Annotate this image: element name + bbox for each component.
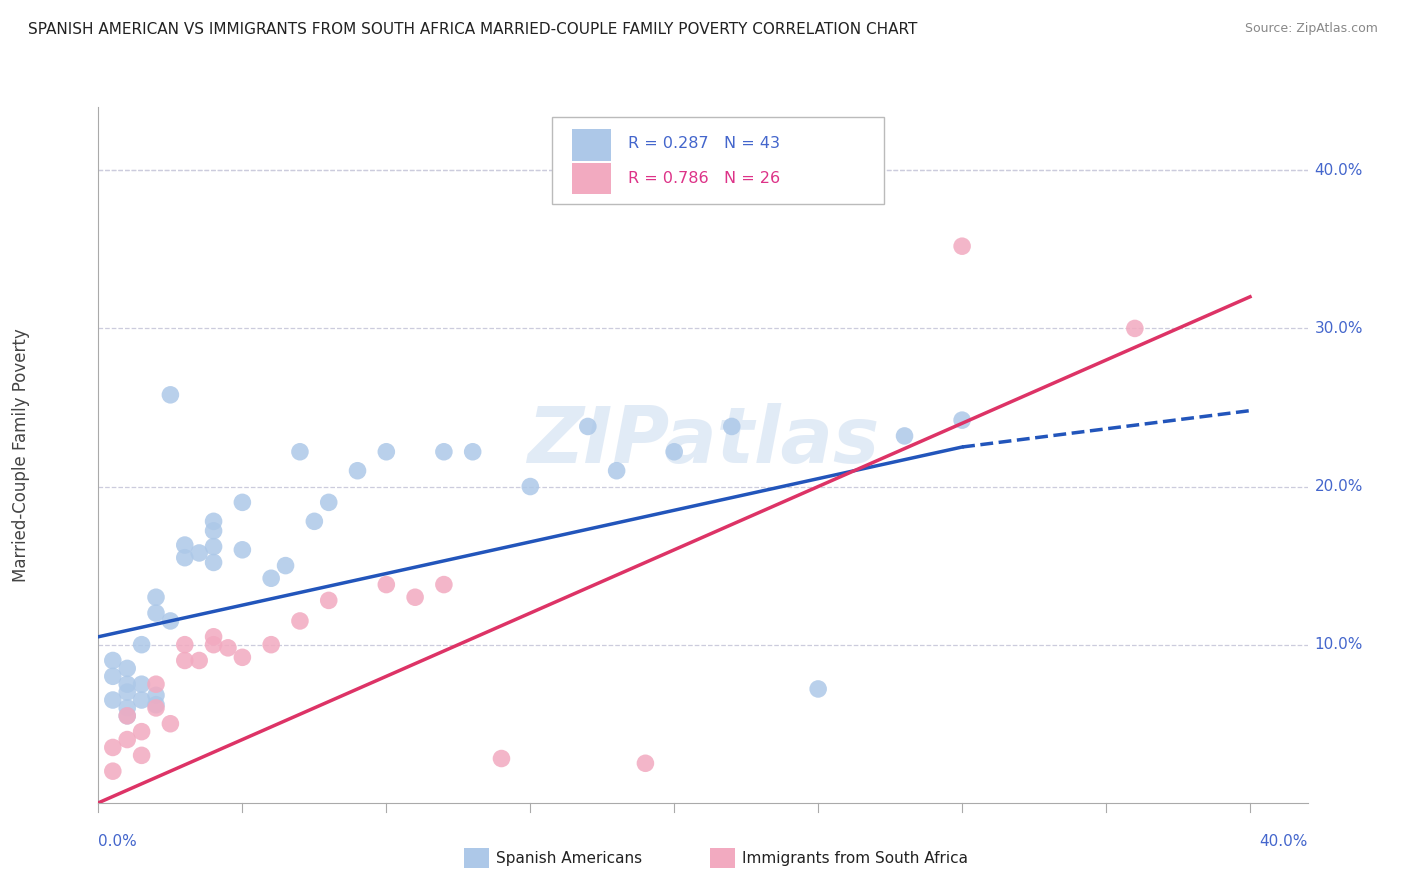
Point [115, 661, 138, 675]
Point [115, 732, 138, 747]
Text: 40.0%: 40.0% [1315, 163, 1362, 178]
Point [304, 514, 326, 528]
Point [433, 444, 456, 458]
Point [101, 764, 124, 779]
Point [202, 514, 225, 528]
Point [173, 538, 195, 552]
Text: R = 0.287   N = 43: R = 0.287 N = 43 [628, 136, 780, 152]
Point [202, 638, 225, 652]
Text: 30.0%: 30.0% [1315, 321, 1362, 336]
Point [634, 756, 657, 771]
Point [145, 677, 167, 691]
Point [145, 698, 167, 712]
Text: Source: ZipAtlas.com: Source: ZipAtlas.com [1244, 22, 1378, 36]
Point [461, 444, 484, 458]
Point [576, 419, 599, 434]
Point [260, 571, 283, 585]
Point [131, 677, 153, 691]
Point [893, 429, 915, 443]
Text: Spanish Americans: Spanish Americans [496, 851, 643, 865]
Point [519, 479, 541, 493]
Point [664, 444, 686, 458]
Point [131, 638, 153, 652]
Point [231, 542, 253, 557]
Point [375, 444, 398, 458]
Text: 40.0%: 40.0% [1260, 834, 1308, 849]
Point [159, 388, 181, 402]
Point [101, 693, 124, 707]
Point [101, 653, 124, 667]
Point [288, 444, 311, 458]
Text: 10.0%: 10.0% [1315, 637, 1362, 652]
Text: Married-Couple Family Poverty: Married-Couple Family Poverty [13, 328, 30, 582]
Text: SPANISH AMERICAN VS IMMIGRANTS FROM SOUTH AFRICA MARRIED-COUPLE FAMILY POVERTY C: SPANISH AMERICAN VS IMMIGRANTS FROM SOUT… [28, 22, 918, 37]
Point [145, 591, 167, 605]
Point [318, 593, 340, 607]
Point [231, 495, 253, 509]
Point [346, 464, 368, 478]
Point [188, 653, 211, 667]
Point [131, 724, 153, 739]
Point [274, 558, 297, 573]
Point [145, 606, 167, 620]
Point [159, 614, 181, 628]
Point [115, 677, 138, 691]
Point [404, 591, 426, 605]
Point [202, 630, 225, 644]
Point [950, 239, 973, 253]
Point [115, 701, 138, 715]
Point [260, 638, 283, 652]
Point [288, 614, 311, 628]
Point [115, 708, 138, 723]
Bar [572, 162, 612, 194]
Point [101, 740, 124, 755]
Point [950, 413, 973, 427]
Point [231, 650, 253, 665]
Point [131, 693, 153, 707]
Point [173, 638, 195, 652]
Point [217, 640, 239, 655]
Point [188, 546, 211, 560]
Point [159, 716, 181, 731]
Point [807, 681, 830, 696]
Text: 0.0%: 0.0% [98, 834, 138, 849]
Point [720, 419, 742, 434]
Point [606, 464, 628, 478]
Point [202, 524, 225, 538]
Point [202, 556, 225, 570]
Point [115, 685, 138, 699]
Point [202, 540, 225, 554]
Bar [572, 129, 612, 161]
Point [375, 577, 398, 591]
Point [145, 688, 167, 702]
Point [101, 669, 124, 683]
Point [173, 653, 195, 667]
Point [433, 577, 456, 591]
FancyBboxPatch shape [551, 118, 884, 204]
Point [1123, 321, 1146, 335]
Point [173, 550, 195, 565]
Point [145, 701, 167, 715]
Text: Immigrants from South Africa: Immigrants from South Africa [742, 851, 969, 865]
Point [491, 751, 513, 765]
Point [115, 708, 138, 723]
Point [131, 748, 153, 763]
Text: 20.0%: 20.0% [1315, 479, 1362, 494]
Text: ZIPatlas: ZIPatlas [527, 403, 879, 479]
Point [318, 495, 340, 509]
Text: R = 0.786   N = 26: R = 0.786 N = 26 [628, 170, 780, 186]
